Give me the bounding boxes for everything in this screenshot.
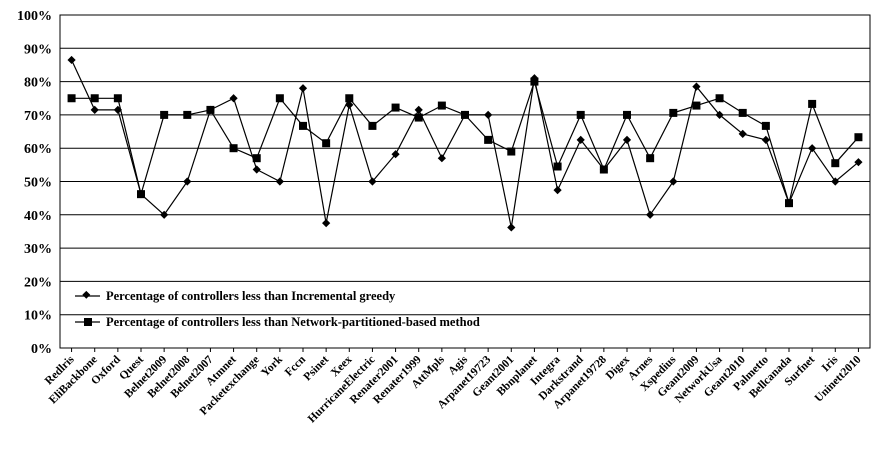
data-point-square (252, 154, 261, 163)
legend-item-incremental-greedy: Percentage of controllers less than Incr… (75, 289, 396, 303)
x-axis-tick-labels: RedlrisEliBackboneOxfordQuestBelnet2009B… (43, 353, 864, 425)
data-point-square (67, 94, 76, 103)
data-point-square (206, 105, 215, 114)
y-tick-label: 80% (24, 76, 52, 91)
data-point-square (229, 144, 238, 153)
data-point-diamond (484, 110, 493, 120)
y-tick-label: 100% (17, 9, 52, 24)
data-point-square (623, 110, 631, 119)
data-point-square (137, 190, 145, 199)
y-axis-tick-labels: 0% 10% 20% 30% 40% 50% 60% 70% 80% 90% 100% (17, 9, 52, 357)
data-point-square (553, 162, 562, 171)
series-line (71, 59, 859, 228)
data-point-diamond (854, 158, 863, 167)
data-point-diamond (414, 105, 423, 115)
series-incremental-greedy (67, 55, 863, 232)
data-point-diamond (298, 84, 308, 93)
x-tick-label: Psinet (302, 354, 332, 384)
y-tick-label: 90% (24, 42, 52, 57)
data-point-diamond (507, 223, 516, 232)
data-point-diamond (229, 94, 238, 103)
data-point-diamond (553, 186, 562, 195)
data-point-square (854, 133, 863, 142)
data-point-square (322, 139, 331, 148)
x-tick-label: York (259, 353, 285, 379)
data-point-square (299, 121, 307, 130)
data-point-square (275, 94, 284, 103)
legend-diamond-marker (82, 290, 91, 299)
data-point-square (599, 165, 608, 174)
data-point-diamond (368, 177, 377, 186)
data-point-diamond (67, 55, 76, 65)
data-point-square (461, 110, 469, 119)
y-tick-label: 70% (24, 109, 52, 124)
data-point-square (484, 135, 493, 144)
data-point-square (808, 99, 817, 108)
data-point-square (183, 110, 192, 119)
series-network-partitioned (67, 77, 863, 208)
data-point-square (738, 108, 747, 117)
data-point-diamond (669, 177, 678, 186)
data-point-square (646, 154, 655, 163)
data-point-square (576, 110, 585, 119)
series-line (71, 79, 859, 206)
data-point-diamond (252, 165, 261, 174)
data-point-square (761, 121, 770, 130)
y-tick-label: 30% (24, 242, 52, 257)
data-point-square (160, 110, 169, 119)
legend-square-marker (84, 318, 92, 326)
data-point-square (530, 77, 539, 86)
data-point-square (692, 101, 701, 110)
y-tick-label: 0% (31, 342, 52, 357)
legend: Percentage of controllers less than Incr… (75, 289, 480, 329)
data-point-diamond (646, 210, 655, 219)
data-point-diamond (275, 177, 284, 186)
y-tick-label: 40% (24, 209, 52, 224)
data-point-square (831, 159, 840, 168)
legend-label-incremental-greedy: Percentage of controllers less than Incr… (106, 289, 396, 303)
data-point-diamond (90, 105, 99, 115)
data-point-diamond (160, 210, 169, 219)
legend-item-network-partitioned: Percentage of controllers less than Netw… (75, 315, 480, 329)
data-point-diamond (692, 82, 701, 91)
axes (59, 14, 871, 352)
data-point-square (669, 108, 678, 117)
data-point-diamond (183, 177, 192, 186)
data-point-diamond (322, 219, 331, 228)
series (67, 55, 863, 232)
legend-label-network-partitioned: Percentage of controllers less than Netw… (106, 315, 480, 329)
data-point-square (368, 121, 377, 130)
data-point-square (507, 147, 516, 156)
data-point-square (437, 101, 446, 110)
data-point-square (391, 103, 400, 112)
y-tick-label: 50% (24, 176, 52, 191)
data-point-square (785, 199, 793, 208)
data-point-square (113, 94, 122, 103)
y-tick-label: 20% (24, 275, 52, 290)
data-point-square (90, 94, 99, 103)
data-point-diamond (437, 154, 446, 163)
data-point-diamond (808, 144, 817, 153)
data-point-square (345, 94, 354, 103)
y-tick-label: 10% (24, 309, 52, 324)
data-point-square (414, 113, 423, 122)
y-tick-label: 60% (24, 142, 52, 157)
data-point-square (715, 94, 724, 103)
